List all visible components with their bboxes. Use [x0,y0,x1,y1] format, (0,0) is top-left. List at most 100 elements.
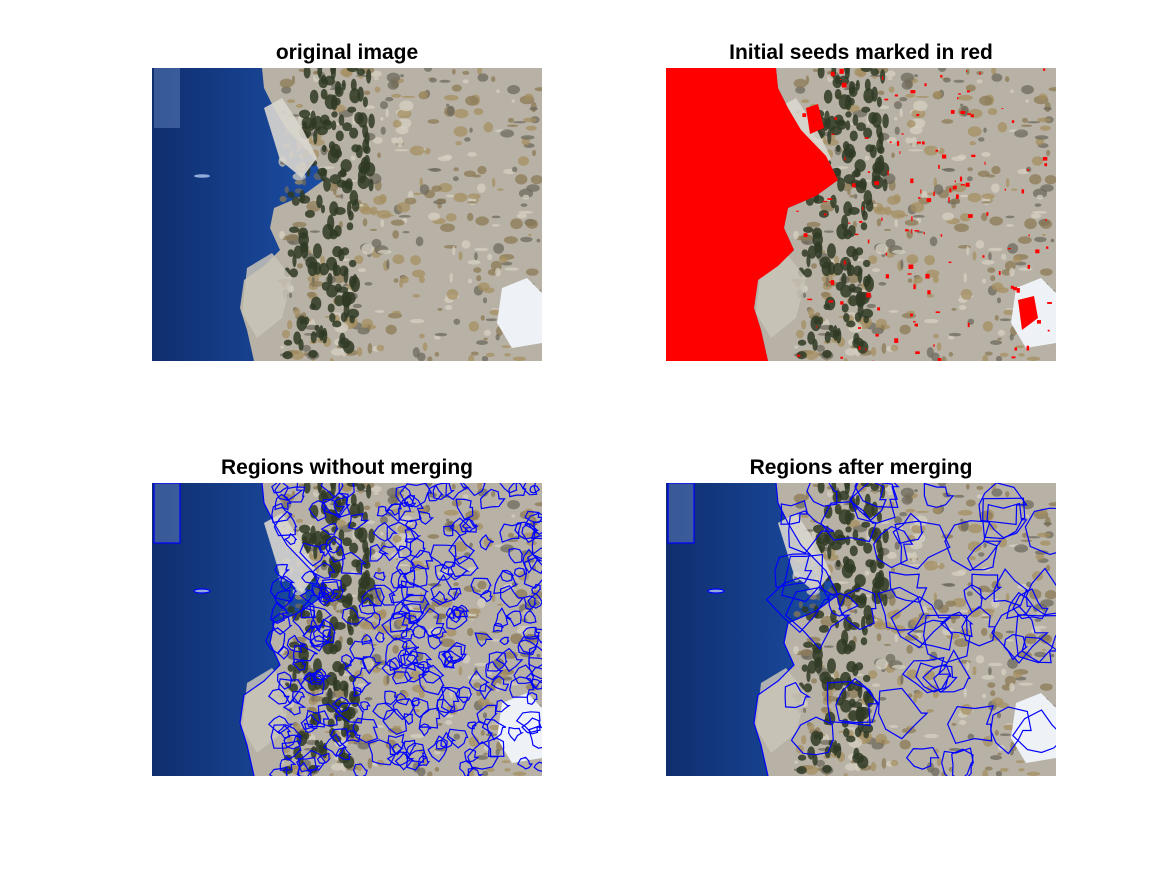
region-outline [494,607,512,628]
seed-mark [839,78,842,81]
region-outline [1012,709,1056,754]
region-outline [271,483,289,494]
seed-mark [912,321,916,323]
region-outline [531,537,542,560]
seed-mark [966,70,968,72]
region-outline [452,604,470,618]
region-outline [531,583,541,595]
region-outline [276,671,294,690]
seed-mark [920,189,922,194]
seed-mark [867,239,870,244]
region-outline [922,614,971,664]
region-outline [993,568,1030,607]
region-outline [341,607,366,625]
seed-mark [967,113,972,115]
region-outline [479,488,506,510]
region-outline [986,502,1028,539]
seed-mark [865,348,867,351]
seed-mark [896,141,900,146]
region-outline [966,540,998,571]
region-outline [509,676,535,698]
region-outline [299,542,325,567]
region-outline [384,690,399,706]
seed-mark [827,198,833,200]
seed-mark [933,191,935,197]
region-outline [332,696,351,713]
region-outline [854,483,900,509]
seed-mark [937,358,942,361]
region-outline [296,749,327,773]
region-outline [850,483,898,524]
seed-mark [933,344,935,347]
seed-mark [1016,288,1020,293]
region-outline [504,610,522,627]
region-outline [322,492,351,519]
region-outline [352,686,363,697]
region-outline [507,726,525,742]
seed-mark [861,206,864,210]
seed-mark [834,117,837,121]
seed-region-cliff [806,104,824,134]
region-outline [437,650,454,668]
region-outline [405,749,428,771]
regions-unmerged-photo [152,483,542,776]
region-outline [838,587,877,631]
seed-mark [875,333,879,337]
region-outline [361,633,373,646]
panel-title: Regions without merging [221,456,473,479]
region-outline [403,739,416,756]
region-outline [524,512,542,536]
region-outline [415,607,445,638]
region-outline [455,498,474,521]
region-outline [971,573,1003,601]
panel-title: original image [275,41,419,64]
region-outline [467,741,500,770]
region-outline [153,483,181,544]
region-outline [495,647,524,673]
region-outline [418,707,441,729]
region-outline [430,573,459,604]
region-outline [296,756,321,776]
region-outline [462,483,486,497]
seed-mark [801,158,805,161]
seed-mark [1001,108,1004,110]
seed-mark [808,188,813,193]
seeds-image-photo [666,68,1056,361]
seed-mark [941,154,947,159]
seed-mark [924,83,927,87]
region-outline [410,697,421,707]
region-outline [523,556,542,589]
region-outline [982,497,1026,540]
region-outline [443,641,468,663]
region-outline [440,686,469,714]
seed-mark [940,234,943,237]
region-outline [341,654,354,668]
seed-mark [967,322,970,328]
region-outline [939,611,974,638]
region-outline [193,588,211,594]
seed-mark [796,354,801,357]
region-outline [487,737,505,758]
seed-mark [864,137,869,139]
region-boundaries [153,483,542,776]
seed-mark [809,171,812,176]
region-outline [430,626,448,639]
region-outline [888,571,928,603]
seed-mark [881,217,883,221]
region-boundaries [667,483,1056,776]
seed-mark [848,222,851,224]
region-outline [820,501,877,543]
seed-mark [831,133,835,135]
region-outline [835,677,879,724]
seed-mark [1036,320,1041,324]
region-outline [990,706,1032,755]
region-outline [323,733,348,758]
seed-mark [915,351,920,355]
region-outline [387,733,405,755]
region-outline [399,483,433,508]
seed-mark [812,172,815,175]
region-outline [522,626,541,640]
region-outline [386,751,415,767]
seed-mark [908,264,914,269]
region-outline [322,629,331,638]
